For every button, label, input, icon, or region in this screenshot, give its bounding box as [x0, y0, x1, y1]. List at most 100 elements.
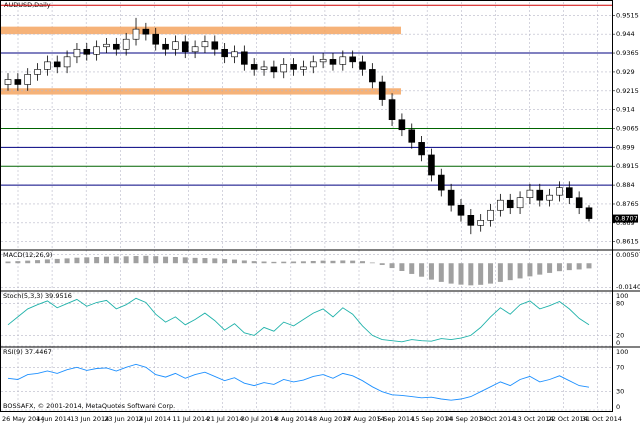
y-tick-label: 0.9215 — [616, 87, 639, 95]
macd-bar — [103, 256, 109, 264]
macd-bar — [478, 263, 484, 285]
macd-bar — [5, 261, 11, 264]
candle-body — [34, 69, 41, 75]
y-tick-label: 20 — [616, 331, 624, 339]
candle-body — [388, 99, 396, 121]
macd-bar — [94, 257, 100, 264]
macd-bar — [556, 263, 562, 272]
macd-bar — [54, 258, 60, 264]
plot-frame — [0, 0, 613, 412]
macd-bar — [399, 263, 405, 271]
y-tick-label: 0.929 — [616, 68, 635, 76]
x-tick-label: 18 Aug 2014 — [309, 415, 351, 423]
candle-body — [63, 56, 71, 68]
candle-body — [497, 199, 504, 211]
candle-body — [398, 119, 406, 131]
candle-body — [113, 43, 120, 50]
x-tick-label: 22 Oct 2014 — [548, 415, 588, 423]
macd-bar — [84, 257, 90, 264]
copyright: BOSSAFX, © 2001-2014, MetaQuotes Softwar… — [3, 402, 175, 410]
candle-body — [241, 51, 248, 65]
macd-bar — [182, 257, 188, 264]
macd-bar — [64, 258, 70, 264]
x-tick-label: 13 Jun 2014 — [70, 415, 109, 423]
candle-body — [231, 51, 238, 58]
macd-bar — [281, 261, 287, 264]
macd-bar — [231, 259, 237, 264]
candle-body — [428, 154, 435, 176]
candle-body — [408, 129, 416, 143]
x-tick-label: 21 Jul 2014 — [207, 415, 244, 423]
macd-bar — [419, 263, 425, 277]
candle-body — [260, 66, 268, 70]
candle-body — [172, 41, 179, 50]
y-tick-label: 0.9515 — [616, 11, 639, 19]
macd-bar — [458, 263, 464, 285]
candle-body — [142, 28, 150, 35]
x-tick-label: 5 Sep 2014 — [377, 415, 414, 423]
y-tick-label: 0.944 — [616, 30, 635, 38]
macd-bar — [113, 256, 119, 264]
macd-bar — [537, 263, 543, 275]
candle-body — [53, 61, 61, 68]
candle-body — [250, 64, 258, 70]
y-tick-label: 0.914 — [616, 106, 635, 114]
y-tick-label: 100 — [616, 292, 628, 300]
macd-bar — [251, 261, 257, 264]
last-price-tag — [612, 214, 638, 223]
candle-body — [83, 48, 91, 55]
y-tick-label: 0.869 — [616, 219, 635, 227]
macd-bar — [576, 263, 582, 270]
x-tick-label: 27 Aug 2014 — [343, 415, 385, 423]
y-tick-label: 0.00507 — [616, 251, 640, 259]
macd-bar — [192, 257, 198, 264]
macd-bar — [497, 263, 503, 282]
panel-label: RSI(9) 37.4467 — [3, 348, 52, 356]
macd-bar — [133, 255, 139, 264]
x-tick-label: 11 Jul 2014 — [173, 415, 210, 423]
candle-body — [575, 197, 583, 209]
macd-bar — [428, 263, 434, 280]
macd-bar — [360, 261, 366, 264]
y-tick-label: 0.9365 — [616, 49, 639, 57]
y-tick-label: 30 — [616, 388, 624, 396]
candle-body — [477, 220, 484, 226]
candle-body — [24, 74, 31, 85]
candle-body — [467, 214, 475, 226]
candle-body — [14, 79, 22, 85]
candle-body — [457, 204, 465, 216]
zone — [1, 88, 401, 95]
macd-bar — [15, 261, 21, 264]
zone — [1, 26, 401, 35]
candle-body — [73, 48, 81, 58]
y-tick-label: 0.8915 — [616, 162, 639, 170]
candle-body — [300, 66, 307, 70]
candle-body — [270, 66, 278, 73]
x-tick-label: 26 May 2014 — [2, 415, 44, 423]
macd-bar — [379, 263, 385, 265]
candle-body — [4, 79, 12, 85]
macd-bar — [172, 257, 178, 264]
macd-bar — [507, 263, 513, 281]
x-tick-label: 13 Oct 2014 — [514, 415, 554, 423]
candle-body — [585, 207, 593, 219]
candle-body — [437, 174, 445, 191]
candle-body — [122, 38, 130, 50]
macd-bar — [271, 261, 277, 264]
y-tick-label: 0 — [616, 339, 620, 347]
candle-body — [221, 48, 228, 58]
candle-body — [447, 189, 455, 206]
macd-bar — [350, 260, 356, 264]
panel-label: MACD(12,26,9) — [3, 251, 52, 259]
candle-body — [93, 46, 100, 55]
macd-bar — [438, 263, 444, 282]
macd-bar — [468, 263, 474, 286]
candle-body — [516, 197, 524, 209]
macd-bar — [291, 261, 297, 264]
candle-body — [44, 61, 51, 70]
x-tick-label: 15 Sep 2014 — [411, 415, 452, 423]
y-tick-label: 0.8615 — [616, 238, 639, 246]
macd-bar — [409, 263, 415, 274]
stoch-line — [7, 297, 590, 343]
